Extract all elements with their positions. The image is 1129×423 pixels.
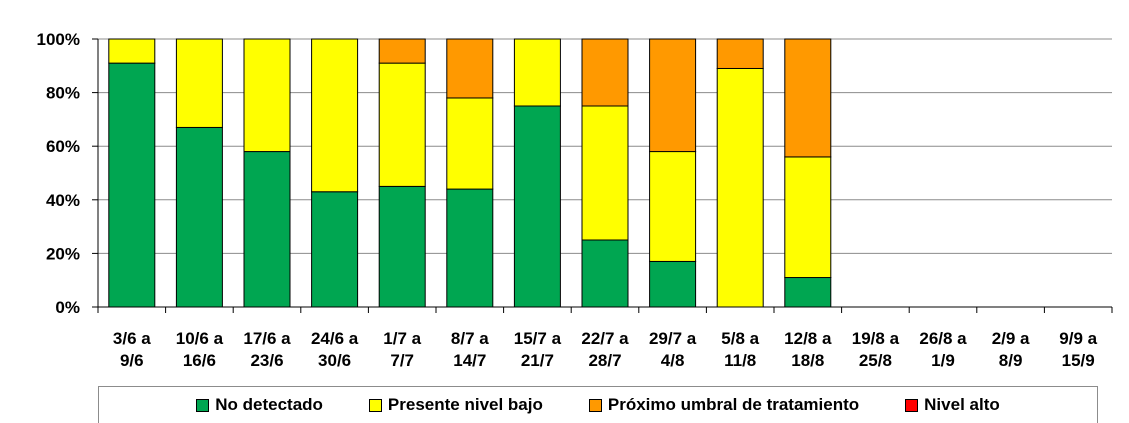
x-tick-label: 5/8 a 11/8	[721, 329, 759, 370]
x-tick-label: 29/7 a 4/8	[649, 329, 697, 370]
legend-label: No detectado	[215, 395, 323, 414]
x-tick-label: 9/9 a 15/9	[1059, 329, 1097, 370]
bar-segment	[446, 188, 494, 308]
legend-label: Presente nivel bajo	[387, 395, 543, 414]
legend: No detectado Presente nivel bajo Próximo u…	[98, 386, 1098, 423]
bar-segment	[716, 67, 764, 308]
bar-segment	[784, 277, 832, 308]
legend-swatch	[905, 398, 919, 412]
x-tick-label: 26/8 a 1/9	[919, 329, 967, 370]
legend-swatch	[196, 398, 210, 412]
bar-segment	[378, 38, 426, 64]
bar-segment	[649, 260, 697, 308]
x-tick-label: 10/6 a 16/6	[176, 329, 224, 370]
bar-segment	[446, 38, 494, 99]
stacked-bar-chart: 0% 20% 40% 60% 80% 100% 3/6 a 9/6 10/6 a 16/6 17/…	[37, 30, 1113, 370]
legend-label: Próximo umbral de tratamiento	[607, 395, 860, 414]
bar-segment	[175, 126, 223, 308]
x-tick-label: 8/7 a 14/7	[451, 329, 489, 370]
legend-item: Próximo umbral de tratamiento	[588, 395, 860, 415]
y-tick-label: 100%	[37, 30, 80, 49]
x-tick-label: 19/8 a 25/8	[852, 329, 900, 370]
bar-segment	[581, 38, 629, 107]
y-tick-label: 20%	[46, 244, 80, 263]
bar-segment	[108, 38, 156, 64]
legend-item: No detectado	[196, 395, 323, 415]
bar-segment	[784, 38, 832, 158]
x-tick-label: 12/8 a 18/8	[784, 329, 832, 370]
bar-segment	[581, 105, 629, 241]
bar-segment	[716, 38, 764, 69]
bar-segment	[649, 38, 697, 153]
x-tick-label: 1/7 a 7/7	[383, 329, 421, 370]
legend-item: Presente nivel bajo	[368, 395, 543, 415]
y-tick-labels: 0% 20% 40% 60% 80% 100%	[37, 30, 80, 317]
y-tick-label: 60%	[46, 137, 80, 156]
bar-segment	[513, 105, 561, 308]
bar-segment	[311, 191, 359, 308]
legend-swatch	[588, 398, 602, 412]
legend-swatch	[368, 398, 382, 412]
y-tick-label: 40%	[46, 191, 80, 210]
bar-segment	[243, 151, 291, 308]
bar-segment	[311, 38, 359, 193]
bar-segment	[784, 156, 832, 279]
bar-segment	[446, 97, 494, 190]
x-tick-labels: 3/6 a 9/6 10/6 a 16/6 17/6 a 23/6 24/6 a 30/6 1/…	[113, 329, 1098, 370]
x-tick-label: 17/6 a 23/6	[243, 329, 291, 370]
bar-segment	[108, 62, 156, 308]
bar-segment	[243, 38, 291, 153]
bar-segment	[378, 62, 426, 187]
bar-segment	[581, 239, 629, 308]
bar-segment	[513, 38, 561, 107]
legend-item: Nivel alto	[905, 395, 1000, 415]
legend-label: Nivel alto	[924, 395, 1000, 414]
bar-segment	[175, 38, 223, 128]
bars	[108, 38, 832, 308]
x-tick-label: 15/7 a 21/7	[514, 329, 562, 370]
x-tick-label: 3/6 a 9/6	[113, 329, 151, 370]
x-tick-label: 24/6 a 30/6	[311, 329, 359, 370]
x-tick-label: 2/9 a 8/9	[992, 329, 1030, 370]
y-tick-label: 0%	[55, 298, 80, 317]
y-tick-label: 80%	[46, 84, 80, 103]
x-tick-label: 22/7 a 28/7	[581, 329, 629, 370]
bar-segment	[649, 151, 697, 262]
axes	[92, 38, 1113, 313]
bar-segment	[378, 185, 426, 308]
